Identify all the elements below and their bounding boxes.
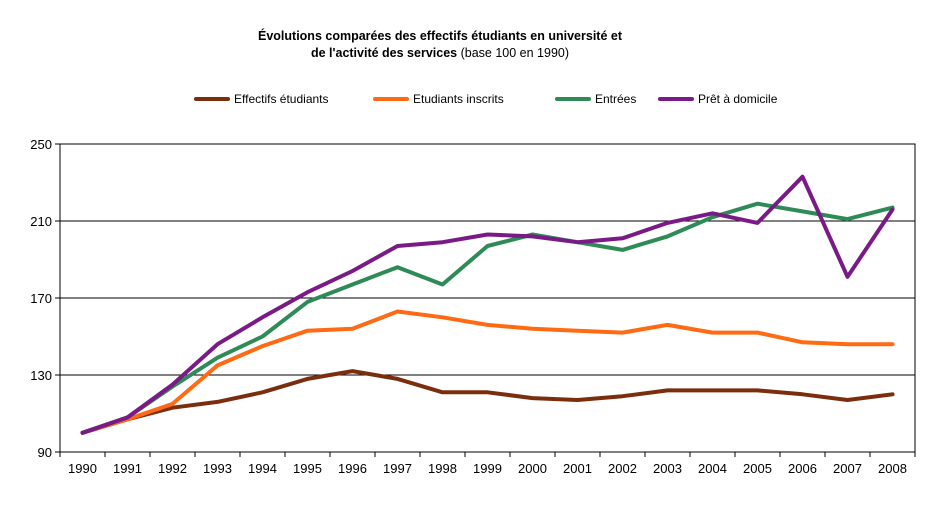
chart-title-line2-normal: (base 100 en 1990) [460, 46, 570, 60]
y-tick-label: 250 [30, 137, 52, 152]
x-tick-label: 2000 [518, 461, 547, 476]
x-tick-label: 2001 [563, 461, 592, 476]
x-tick-label: 1991 [113, 461, 142, 476]
x-tick-label: 2006 [788, 461, 817, 476]
x-tick-label: 2008 [878, 461, 907, 476]
y-tick-label: 130 [30, 368, 52, 383]
x-tick-label: 1998 [428, 461, 457, 476]
legend-label-4: Prêt à domicile [698, 92, 778, 106]
x-tick-label: 1994 [248, 461, 277, 476]
series-line-4 [80, 174, 895, 435]
series-line-1 [80, 369, 895, 435]
legend-label-2: Etudiants inscrits [413, 92, 504, 106]
chart-title-line2: de l'activité des services (base 100 en … [0, 45, 880, 62]
series-line-2 [80, 309, 895, 435]
series-line-3 [80, 201, 895, 435]
chart-title-line2-bold: de l'activité des services [310, 46, 458, 60]
x-tick-label: 1999 [473, 461, 502, 476]
y-tick-label: 210 [30, 214, 52, 229]
x-tick-label: 2003 [653, 461, 682, 476]
chart-title: Évolutions comparées des effectifs étudi… [0, 28, 880, 62]
x-tick-label: 2005 [743, 461, 772, 476]
x-tick-label: 1992 [158, 461, 187, 476]
chart-title-line1: Évolutions comparées des effectifs étudi… [258, 29, 622, 43]
x-tick-label: 2007 [833, 461, 862, 476]
x-tick-label: 2002 [608, 461, 637, 476]
x-tick-label: 1995 [293, 461, 322, 476]
y-tick-label: 90 [38, 445, 52, 460]
legend-label-1: Effectifs étudiants [234, 92, 329, 106]
x-tick-label: 1997 [383, 461, 412, 476]
y-tick-label: 170 [30, 291, 52, 306]
x-tick-label: 1990 [68, 461, 97, 476]
x-tick-label: 1993 [203, 461, 232, 476]
x-tick-label: 1996 [338, 461, 367, 476]
legend-label-3: Entrées [595, 92, 636, 106]
x-tick-label: 2004 [698, 461, 727, 476]
